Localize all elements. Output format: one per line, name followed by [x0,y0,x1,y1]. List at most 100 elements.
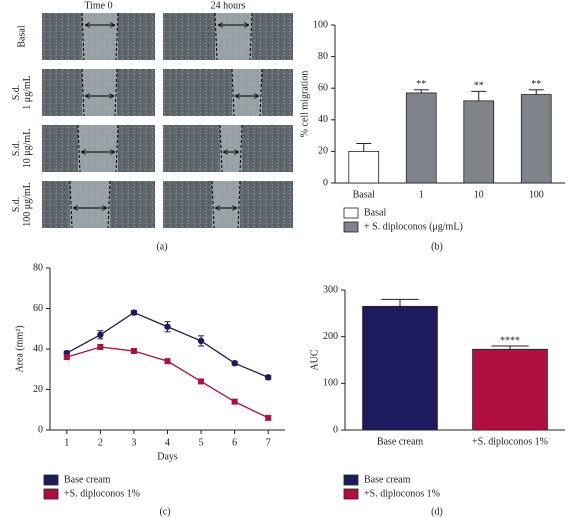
legend-label: Base cream [64,474,111,485]
wound-gap [78,125,118,172]
x-tick-label: 4 [165,437,170,448]
y-tick-label: 0 [333,424,338,435]
wound-gap [232,69,262,116]
annotation: **** [500,335,520,346]
legend-label: + S. diploconos (μg/mL) [364,221,463,232]
legend-swatch [343,474,359,486]
error-bar [413,89,429,93]
x-tick-label: 7 [266,437,271,448]
row-label: 1 μg/mL [22,75,33,110]
column-header: Time 0 [84,0,112,11]
row-label: 100 μg/mL [22,182,33,227]
x-tick-label: 1 [419,189,424,200]
y-axis-label: AUC [309,349,320,370]
row-label: 10 μg/mL [22,129,33,169]
legend-label: Basal [364,207,386,218]
y-tick-label: 80 [33,262,43,273]
wound-gap [70,181,110,228]
wound-edge [81,68,85,117]
wound-edge [239,124,243,173]
wound-edge [107,180,111,229]
marker [231,359,238,367]
x-tick-label: 6 [232,437,237,448]
marker [164,358,171,365]
error-bar [356,143,372,152]
bar [520,94,552,184]
wound-edge [259,68,263,117]
legend-swatch [343,221,359,233]
marker [198,378,205,385]
x-tick-label: 10 [474,189,484,200]
panel-label: (d) [431,506,443,517]
x-tick-label: 2 [98,437,103,448]
legend-swatch [43,488,59,500]
row-label: S.d. [11,85,22,101]
y-tick-label: 40 [33,343,43,354]
wound-gap [82,13,118,60]
marker [63,354,70,361]
y-tick-label: 60 [318,82,328,93]
annotation: ** [474,81,484,92]
legend-label: Base cream [364,474,411,485]
marker [97,331,104,339]
row-label: Basal [16,25,27,47]
wound-edge [219,124,223,173]
marker [231,398,238,405]
annotation: ** [531,79,541,90]
legend-swatch [43,474,59,486]
x-tick-label: 3 [131,437,136,448]
error-bar [528,89,544,95]
x-tick-label: Base cream [377,436,424,447]
wound-edge [249,12,253,61]
y-tick-label: 60 [33,303,43,314]
wound-gap [220,125,242,172]
marker [97,343,104,350]
legend-label: +S. diploconos 1% [364,488,440,499]
wound-edge [114,68,118,117]
micrograph [163,69,293,116]
marker [130,348,137,355]
y-tick-label: 200 [323,331,338,342]
panel-label: (b) [431,241,443,252]
bar [472,348,548,431]
y-axis-label: Area (mm²) [14,325,25,372]
wound-edge [115,124,119,173]
y-tick-label: 20 [33,384,43,395]
error-bar [381,298,419,307]
panel-label: (c) [159,506,170,517]
bar [348,150,380,184]
y-axis-label: % cell migration [299,71,310,138]
legend-swatch [343,488,359,500]
y-tick-label: 0 [38,424,43,435]
wound-gap [212,181,240,228]
legend-swatch [343,207,359,219]
y-tick-label: 80 [318,51,328,62]
bar [405,92,437,184]
wound-edge [77,124,81,173]
y-tick-label: 100 [323,378,338,389]
wound-edge [81,12,85,61]
y-tick-label: 100 [313,19,328,30]
marker [197,337,205,345]
x-tick-label: 100 [529,189,544,200]
y-tick-label: 20 [318,146,328,157]
wound-gap [215,13,252,60]
wound-edge [115,12,119,61]
wound-edge [214,12,218,61]
row-label: S.d. [11,197,22,213]
marker [164,323,171,330]
marker [265,374,272,381]
marker [130,309,138,316]
bar [362,305,438,431]
wound-gap [82,69,117,116]
x-tick-label: +S. diploconos 1% [472,436,548,447]
wound-edge [69,180,73,229]
annotation: ** [416,79,426,90]
column-header: 24 hours [211,0,246,11]
y-tick-label: 0 [323,177,328,188]
x-tick-label: 5 [199,437,204,448]
y-tick-label: 300 [323,284,338,295]
wound-edge [211,180,215,229]
marker [265,414,272,421]
